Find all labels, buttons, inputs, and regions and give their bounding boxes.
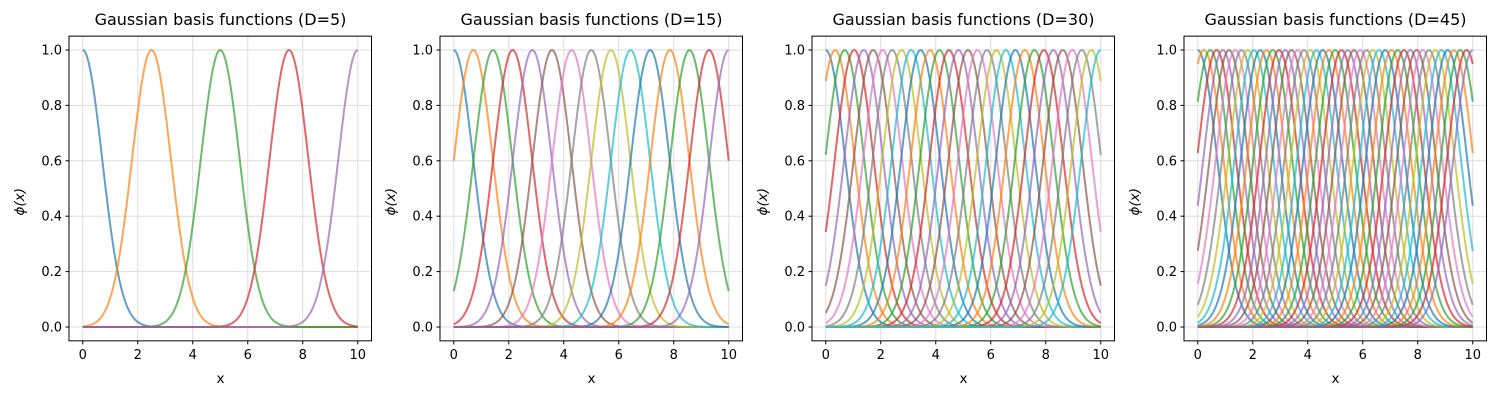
y-tick-label: 0.4 [412, 210, 433, 225]
x-axis-label-d30: x [959, 371, 968, 387]
axes-spines [439, 35, 743, 342]
y-tick-label: 0.8 [412, 99, 433, 114]
subplot-d5: 0 2 4 6 8 10 0.0 0.2 0.4 0.6 0.8 1.0 [41, 35, 372, 363]
subplot-title-d15: Gaussian basis functions (D=15) [460, 10, 723, 29]
x-tick-label: 8 [1042, 348, 1050, 363]
x-tick-label: 6 [1359, 348, 1367, 363]
y-tick-label: 0.2 [412, 265, 433, 280]
y-tick-label: 0.2 [784, 265, 805, 280]
x-tick-label: 0 [822, 348, 830, 363]
y-tick-label: 0.0 [784, 321, 805, 336]
x-axis-label-d45: x [1331, 371, 1340, 387]
y-tick-label: 0.2 [1156, 265, 1177, 280]
y-tick-label: 0.6 [412, 154, 433, 169]
y-axis-label-text: ϕ(x) [1127, 188, 1143, 216]
basis-function-curve [82, 49, 358, 328]
y-axis-label-text: ϕ(x) [755, 188, 771, 216]
basis-function-curve [825, 49, 1102, 328]
y-tick-label: 1.0 [1156, 44, 1177, 59]
y-tick-label: 0.4 [1156, 210, 1177, 225]
x-tick-label: 4 [560, 348, 568, 363]
x-axis-label-d15: x [587, 371, 596, 387]
subplot-d15: 0 2 4 6 8 10 0.0 0.2 0.4 0.6 0.8 1.0 [412, 35, 743, 363]
y-tick-label: 0.4 [784, 210, 805, 225]
basis-function-curve [1197, 49, 1474, 328]
y-tick-label: 1.0 [412, 44, 433, 59]
basis-function-curve [453, 49, 730, 328]
y-tick-label: 0.0 [412, 321, 433, 336]
subplot-title-d30: Gaussian basis functions (D=30) [832, 10, 1095, 29]
basis-function-curve [82, 49, 358, 328]
axes-spines [68, 35, 372, 342]
x-tick-label: 4 [189, 348, 197, 363]
y-tick-label: 1.0 [784, 44, 805, 59]
x-tick-label: 8 [299, 348, 307, 363]
basis-function-curve [82, 49, 358, 328]
subplot-d30: 0 2 4 6 8 10 0.0 0.2 0.4 0.6 0.8 1.0 [784, 35, 1115, 363]
x-tick-label: 6 [987, 348, 995, 363]
basis-function-curve [82, 49, 358, 328]
axes-spines [811, 35, 1115, 342]
x-tick-label: 2 [505, 348, 513, 363]
y-axis-label-text: ϕ(x) [12, 188, 28, 216]
y-tick-label: 0.4 [41, 210, 62, 225]
x-tick-label: 10 [349, 348, 366, 363]
y-tick-label: 0.2 [41, 265, 62, 280]
x-tick-label: 10 [1464, 348, 1481, 363]
y-tick-label: 0.6 [784, 154, 805, 169]
x-tick-label: 4 [932, 348, 940, 363]
x-tick-label: 4 [1304, 348, 1312, 363]
x-tick-label: 0 [450, 348, 458, 363]
x-tick-label: 8 [1414, 348, 1422, 363]
x-tick-label: 2 [134, 348, 142, 363]
y-tick-label: 0.8 [1156, 99, 1177, 114]
y-tick-label: 0.0 [1156, 321, 1177, 336]
basis-function-curve [82, 49, 359, 328]
y-tick-label: 0.8 [784, 99, 805, 114]
x-tick-label: 2 [1249, 348, 1257, 363]
x-axis-label-d5: x [216, 371, 225, 387]
y-tick-label: 0.8 [41, 99, 62, 114]
y-tick-label: 0.6 [41, 154, 62, 169]
x-tick-label: 6 [615, 348, 623, 363]
y-tick-label: 1.0 [41, 44, 62, 59]
y-tick-label: 0.0 [41, 321, 62, 336]
y-tick-label: 0.6 [1156, 154, 1177, 169]
x-tick-label: 6 [244, 348, 252, 363]
x-tick-label: 0 [79, 348, 87, 363]
x-tick-label: 8 [670, 348, 678, 363]
y-axis-label-text: ϕ(x) [383, 188, 399, 216]
x-tick-label: 10 [720, 348, 737, 363]
subplot-title-d5: Gaussian basis functions (D=5) [94, 10, 347, 29]
subplot-d45: 0 2 4 6 8 10 0.0 0.2 0.4 0.6 0.8 1.0 [1156, 35, 1487, 363]
x-tick-label: 10 [1092, 348, 1109, 363]
x-tick-label: 2 [877, 348, 885, 363]
axes-spines [1183, 35, 1487, 342]
subplot-title-d45: Gaussian basis functions (D=45) [1204, 10, 1467, 29]
x-tick-label: 0 [1194, 348, 1202, 363]
